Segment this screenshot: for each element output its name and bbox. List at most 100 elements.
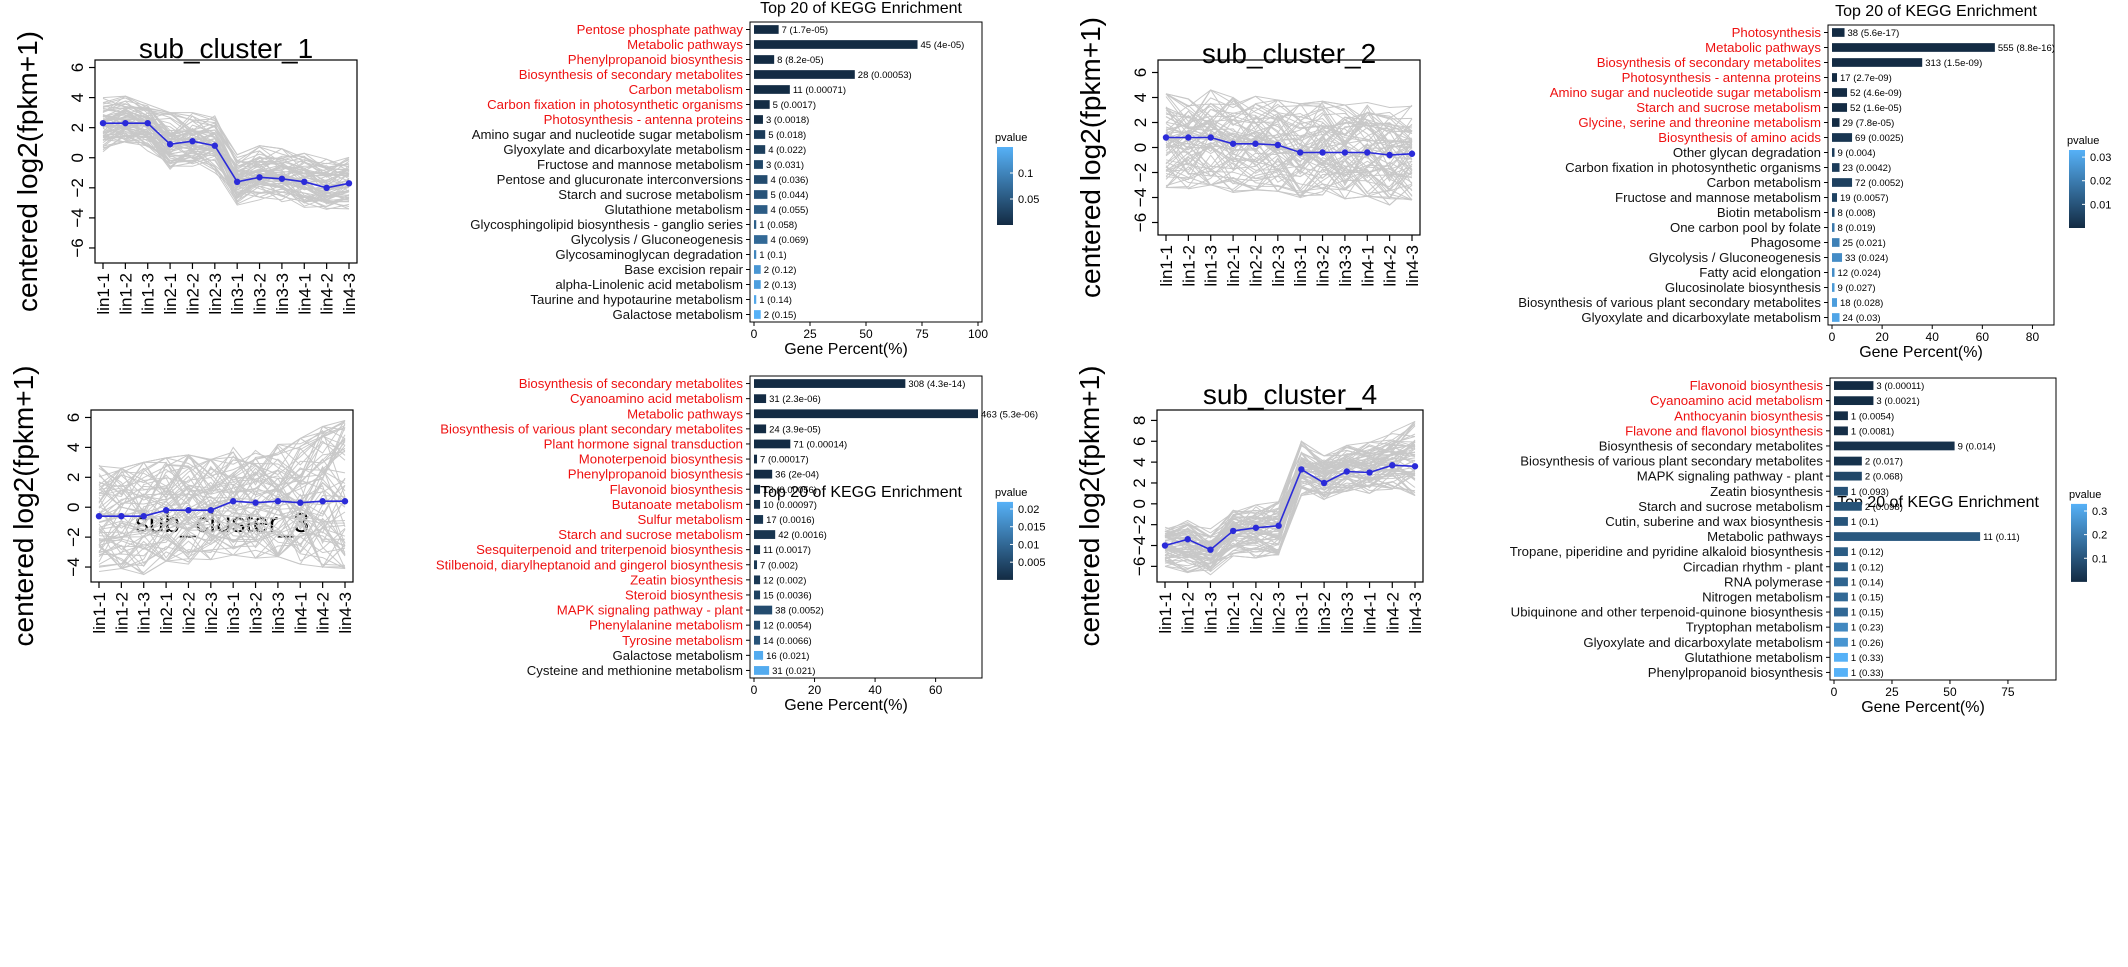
- gene-profile-line: [98, 508, 346, 570]
- y-tick-label: 0: [64, 502, 83, 511]
- mean-profile-line: [99, 500, 345, 518]
- x-tick-label: lin1-2: [116, 273, 135, 315]
- x-tick-label: lin1-3: [1201, 592, 1220, 634]
- x-tick-label: lin4-3: [1406, 592, 1425, 634]
- kegg-bar: [1834, 562, 1848, 572]
- kegg-bar: [754, 145, 766, 154]
- kegg-bar-label: 1 (0.15): [1851, 592, 1884, 603]
- gene-profile-line: [1165, 93, 1413, 134]
- mean-profile-point: [162, 507, 170, 514]
- kegg-bar-label: 12 (0.024): [1838, 268, 1881, 279]
- kegg-bar-label: 5 (0.018): [768, 130, 806, 141]
- y-axis-label: centered log2(fpkm+1): [8, 366, 39, 647]
- pathway-label: Biosynthesis of secondary metabolites: [519, 67, 744, 82]
- kegg-bar: [1832, 268, 1835, 277]
- kegg-bar: [1834, 622, 1848, 632]
- pathway-label: Taurine and hypotaurine metabolism: [530, 292, 743, 307]
- kegg-bar: [754, 265, 761, 274]
- legend-tick-label: 0.1: [1018, 168, 1033, 180]
- x-axis-label: Gene Percent(%): [784, 697, 908, 714]
- kegg-bar: [754, 235, 768, 244]
- gene-profile-line: [1164, 477, 1416, 569]
- gene-profile-line: [1165, 93, 1413, 136]
- mean-profile-point: [1389, 462, 1396, 469]
- legend-tick-label: 0.01: [1018, 539, 1039, 551]
- kegg-bar: [754, 100, 770, 109]
- kegg-bar: [754, 85, 790, 94]
- kegg-bar-label: 17 (2.7e-09): [1840, 73, 1892, 84]
- kegg-bar-label: 9 (0.004): [1838, 148, 1876, 159]
- pathway-label: Glycosphingolipid biosynthesis - ganglio…: [470, 217, 743, 232]
- pathway-label: Photosynthesis - antenna proteins: [1622, 70, 1822, 85]
- legend-tick-label: 0.02: [2090, 176, 2111, 188]
- kegg-bar-label: 31 (0.021): [772, 666, 815, 677]
- pathway-label: Plant hormone signal transduction: [544, 436, 743, 451]
- pathway-label: Cyanoamino acid metabolism: [570, 391, 743, 406]
- gene-profile-line: [1165, 130, 1413, 188]
- kegg-bar: [1834, 637, 1848, 647]
- plot-frame: [94, 59, 358, 264]
- x-tick-label: lin3-3: [1338, 592, 1357, 634]
- gene-profile-line: [1164, 442, 1416, 539]
- mean-profile-point: [1364, 149, 1371, 156]
- pathway-label: Glycolysis / Gluconeogenesis: [571, 232, 744, 247]
- kegg-bar: [1834, 592, 1848, 602]
- kegg-bar-label: 3 (0.00011): [1876, 381, 1924, 392]
- gene-profile-line: [1164, 453, 1416, 554]
- kegg-frame: [749, 375, 983, 679]
- gene-profile-line: [1165, 89, 1413, 146]
- kegg-bar: [1834, 668, 1848, 677]
- kegg-bar-label: 1 (0.26): [1851, 638, 1884, 649]
- legend-tick-label: 0.2: [2092, 530, 2107, 542]
- gene-profile-line: [1165, 142, 1413, 199]
- pathway-label: Biosynthesis of secondary metabolites: [1597, 55, 1822, 70]
- kegg-bar: [754, 499, 761, 509]
- x-tick-label: lin2-3: [1269, 245, 1288, 287]
- pathway-label: Flavonoid biosynthesis: [1690, 378, 1824, 393]
- kegg-bar-label: 29 (7.8e-05): [1843, 118, 1895, 129]
- line-panel-2: sub_cluster_2 −6 −4 −2 0 2 4 6 lin1-1 lin1-2 lin1-…: [1075, 17, 1422, 298]
- pathway-label: Starch and sucrose metabolism: [1636, 100, 1821, 115]
- x-tick-label: lin4-3: [1403, 245, 1422, 287]
- kegg-bar-label: 1 (0.33): [1851, 668, 1884, 679]
- kegg-bar: [1832, 103, 1848, 112]
- kegg-bar-label: 16 (0.021): [766, 651, 809, 662]
- kegg-bar: [1832, 298, 1838, 307]
- x-tick-label: 0: [751, 327, 758, 341]
- kegg-bar-label: 2 (0.098): [1865, 502, 1903, 513]
- x-tick-label: lin1-2: [1179, 592, 1198, 634]
- x-tick-label: 50: [1943, 685, 1957, 699]
- kegg-bar-label: 1 (0.058): [759, 220, 797, 231]
- kegg-bar-label: 1 (0.33): [1851, 653, 1884, 664]
- x-tick-label: 25: [1885, 685, 1899, 699]
- kegg-panel-3: Top 20 of KEGG Enrichment 308 (4.3e-14) Bi…: [436, 375, 1046, 714]
- gene-profile-line: [98, 441, 346, 521]
- kegg-bar-label: 2 (0.12): [764, 265, 797, 276]
- pvalue-colorbar: [2069, 150, 2085, 228]
- kegg-bar: [1834, 456, 1862, 466]
- kegg-bar: [754, 175, 768, 184]
- kegg-bar: [754, 484, 761, 494]
- x-tick-label: lin1-1: [94, 273, 113, 315]
- kegg-bar: [1832, 73, 1838, 82]
- mean-profile-point: [1366, 469, 1373, 476]
- kegg-bar: [1832, 193, 1838, 202]
- background-profiles: [102, 95, 350, 210]
- x-tick-label: 80: [2026, 330, 2040, 344]
- kegg-bar-label: 11 (0.0017): [763, 545, 811, 556]
- pathway-label: Fatty acid elongation: [1699, 265, 1821, 280]
- y-tick-label: 2: [68, 123, 87, 132]
- x-tick-label: lin2-3: [202, 592, 221, 634]
- kegg-bar-label: 15 (0.0036): [763, 590, 812, 601]
- kegg-bar-label: 3 (0.0021): [1876, 396, 1919, 407]
- pathway-label: Anthocyanin biosynthesis: [1674, 408, 1823, 423]
- y-tick-label: 4: [64, 443, 83, 452]
- pathway-label: Stilbenoid, diarylheptanoid and gingerol…: [436, 557, 744, 572]
- gene-profile-line: [1165, 144, 1413, 192]
- x-tick-label: lin4-1: [1361, 592, 1380, 634]
- x-axis-label: Gene Percent(%): [1861, 699, 1985, 716]
- legend-tick-label: 0.005: [1018, 557, 1046, 569]
- pathway-label: Phenylpropanoid biosynthesis: [568, 52, 744, 67]
- x-tick-label: 20: [808, 683, 822, 697]
- pathway-label: Glucosinolate biosynthesis: [1665, 280, 1822, 295]
